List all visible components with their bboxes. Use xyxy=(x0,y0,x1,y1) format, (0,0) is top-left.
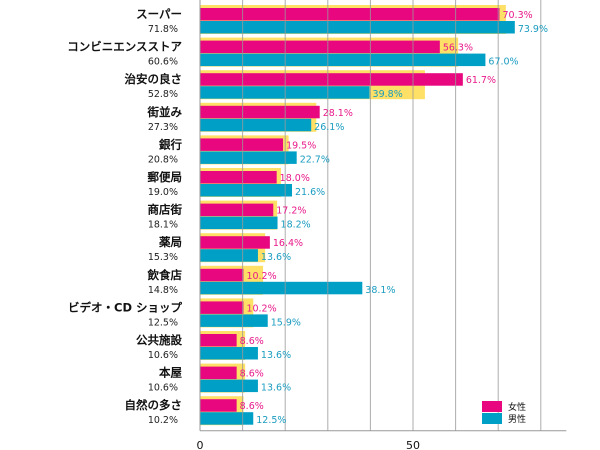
legend-swatch xyxy=(482,413,502,424)
male-bar xyxy=(200,151,297,164)
male-value-label: 38.1% xyxy=(365,285,395,296)
male-value-label: 39.8% xyxy=(373,89,403,100)
female-value-label: 10.2% xyxy=(246,303,276,314)
total-label: 52.8% xyxy=(148,89,178,100)
category-label: コンビニエンスストア xyxy=(67,40,182,54)
x-tick-label: 0 xyxy=(197,439,204,450)
male-value-label: 73.9% xyxy=(518,24,548,35)
male-bar xyxy=(200,379,258,393)
category-label: 自然の多さ xyxy=(125,398,183,412)
male-value-label: 22.7% xyxy=(300,154,330,165)
total-label: 10.6% xyxy=(148,350,178,361)
female-bar xyxy=(200,366,237,380)
male-value-label: 13.6% xyxy=(261,252,291,263)
x-tick-label: 50 xyxy=(406,439,420,450)
male-value-label: 26.1% xyxy=(314,122,344,133)
female-bar xyxy=(200,334,237,347)
female-bar xyxy=(200,399,237,412)
female-bar xyxy=(200,8,500,21)
total-label: 19.0% xyxy=(148,187,178,198)
male-bar xyxy=(200,53,486,67)
female-bar xyxy=(200,105,320,119)
total-label: 71.8% xyxy=(148,24,178,35)
male-value-label: 18.2% xyxy=(281,220,311,231)
female-value-label: 70.3% xyxy=(502,10,532,21)
category-label: 商店街 xyxy=(148,203,183,217)
male-bar xyxy=(200,347,258,360)
female-bar xyxy=(200,203,274,217)
female-bar xyxy=(200,236,270,249)
male-bar xyxy=(200,281,363,295)
male-value-label: 12.5% xyxy=(256,415,286,426)
total-label: 27.3% xyxy=(148,122,178,133)
legend-swatch xyxy=(482,401,502,412)
female-value-label: 28.1% xyxy=(323,108,353,119)
female-bar xyxy=(200,73,463,86)
category-label: 街並み xyxy=(147,105,183,119)
female-value-label: 61.7% xyxy=(466,75,496,86)
male-value-label: 15.9% xyxy=(271,317,301,328)
legend-label: 女性 xyxy=(508,401,526,413)
female-bar xyxy=(200,138,284,151)
total-label: 10.2% xyxy=(148,415,178,426)
legend-label: 男性 xyxy=(508,413,526,425)
category-label: 公共施設 xyxy=(136,333,182,347)
female-value-label: 8.6% xyxy=(240,369,264,380)
male-value-label: 67.0% xyxy=(488,57,518,68)
category-label: スーパー xyxy=(136,7,182,21)
female-bar xyxy=(200,268,244,282)
male-value-label: 13.6% xyxy=(261,383,291,394)
female-value-label: 56.3% xyxy=(443,43,473,54)
male-bar xyxy=(200,314,268,327)
female-value-label: 18.0% xyxy=(280,173,310,184)
male-bar xyxy=(200,118,312,132)
male-bar xyxy=(200,184,293,197)
category-label: 薬局 xyxy=(158,235,182,249)
male-bar xyxy=(200,21,515,34)
male-bar xyxy=(200,412,254,425)
female-value-label: 16.4% xyxy=(273,238,303,249)
female-value-label: 19.5% xyxy=(286,140,316,151)
male-value-label: 21.6% xyxy=(295,187,325,198)
category-label: 飲食店 xyxy=(147,268,183,282)
female-value-label: 8.6% xyxy=(240,401,264,412)
total-label: 12.5% xyxy=(148,317,178,328)
female-bar xyxy=(200,171,277,184)
total-label: 20.8% xyxy=(148,154,178,165)
male-value-label: 13.6% xyxy=(261,350,291,361)
category-label: 銀行 xyxy=(159,137,182,151)
female-bar xyxy=(200,301,244,314)
female-bar xyxy=(200,40,440,54)
total-label: 14.8% xyxy=(148,285,178,296)
category-label: 郵便局 xyxy=(148,170,183,184)
female-value-label: 8.6% xyxy=(240,336,264,347)
category-label: 本屋 xyxy=(159,366,182,380)
total-label: 10.6% xyxy=(148,383,178,394)
total-label: 15.3% xyxy=(148,252,178,263)
male-bar xyxy=(200,249,258,262)
female-value-label: 10.2% xyxy=(246,271,276,282)
total-label: 18.1% xyxy=(148,220,178,231)
female-value-label: 17.2% xyxy=(276,206,306,217)
male-bar xyxy=(200,216,278,230)
total-label: 60.6% xyxy=(148,57,178,68)
category-label: 治安の良さ xyxy=(125,72,183,86)
category-label: ビデオ・CD ショップ xyxy=(68,300,182,314)
